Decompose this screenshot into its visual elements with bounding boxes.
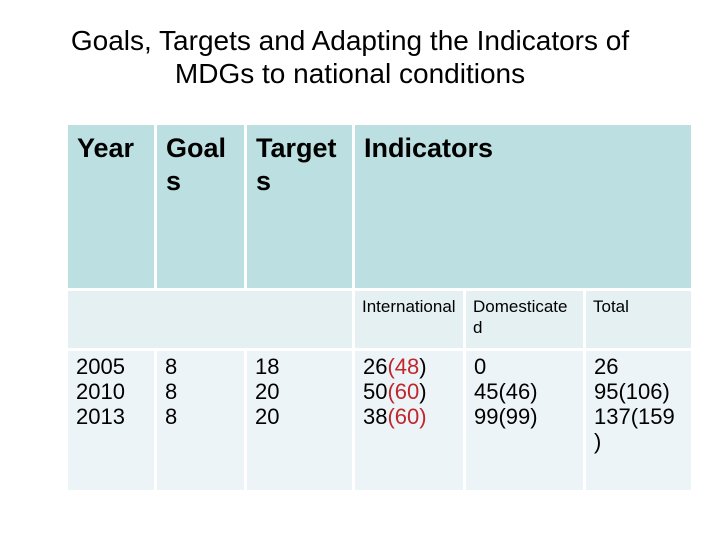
red-value-segment: (60 xyxy=(387,379,420,404)
domesticated-value-line-1: 0 xyxy=(474,354,487,379)
targets-value-line-1: 18 xyxy=(255,354,280,379)
domesticated-value-line-3: 99(99) xyxy=(474,404,538,429)
header-cell-year: Year xyxy=(68,125,154,288)
title-line-1: Goals, Targets and Adapting the Indicato… xyxy=(70,25,630,56)
subheader-cell-international: International xyxy=(355,291,463,348)
international-value-line-3: 38(60) xyxy=(363,404,457,429)
total-value-line-2: 95(106) xyxy=(594,379,670,404)
mdg-table: Year Goal s Target s Indicators International D… xyxy=(68,125,691,490)
goals-value-line-1: 8 xyxy=(165,354,178,379)
header-indicators-line-1: Indicators xyxy=(364,133,494,163)
targets-value-line-3: 20 xyxy=(255,404,280,429)
subheader-domesticated-line-2: d xyxy=(473,318,483,337)
header-cell-indicators: Indicators xyxy=(355,125,691,288)
domesticated-value-line-2: 45(46) xyxy=(474,379,538,404)
total-value-line-3: 137(159 xyxy=(594,404,675,429)
total-value-line-4: ) xyxy=(594,429,602,454)
title-line-2: MDGs to national conditions xyxy=(174,58,526,89)
header-goals-line-1: Goal xyxy=(166,133,227,163)
subheader-international-line-1: International xyxy=(362,297,456,316)
goals-value-line-2: 8 xyxy=(165,379,178,404)
header-goals-line-2: s xyxy=(166,166,182,196)
red-value-segment: (48 xyxy=(387,354,420,379)
value-segment: ) xyxy=(419,379,427,404)
value-segment: 38 xyxy=(363,404,388,429)
value-segment: ) xyxy=(419,354,427,379)
header-year-line-1: Year xyxy=(77,133,135,163)
subheader-domesticated-line-1: Domesticate xyxy=(473,297,568,316)
subheader-total-line-1: Total xyxy=(593,297,629,316)
targets-value-line-2: 20 xyxy=(255,379,280,404)
subheader-cell-blank xyxy=(68,291,352,348)
year-value-line-1: 2005 xyxy=(76,354,125,379)
header-cell-goals: Goal s xyxy=(157,125,244,288)
value-segment: 26 xyxy=(363,354,388,379)
total-value-line-1: 26 xyxy=(594,354,619,379)
subheader-cell-domesticated: Domesticate d xyxy=(466,291,583,348)
red-value-segment: (60) xyxy=(387,404,427,429)
international-value-line-2: 50(60) xyxy=(363,379,457,404)
year-value-line-2: 2010 xyxy=(76,379,125,404)
value-segment: 50 xyxy=(363,379,388,404)
header-cell-targets: Target s xyxy=(247,125,352,288)
header-targets-line-2: s xyxy=(256,166,272,196)
subheader-cell-total: Total xyxy=(586,291,691,348)
year-value-line-3: 2013 xyxy=(76,404,125,429)
data-cell-domesticated: 0 45(46) 99(99) xyxy=(466,351,583,490)
international-value-line-1: 26(48) xyxy=(363,354,457,379)
data-cell-years: 2005 2010 2013 xyxy=(68,351,154,490)
data-cell-international: 26(48) 50(60) 38(60) xyxy=(355,351,463,490)
data-cell-targets: 18 20 20 xyxy=(247,351,352,490)
header-targets-line-1: Target xyxy=(256,133,337,163)
goals-value-line-3: 8 xyxy=(165,404,178,429)
data-cell-total: 26 95(106) 137(159) xyxy=(586,351,691,490)
slide-title: Goals, Targets and Adapting the Indicato… xyxy=(0,24,700,90)
